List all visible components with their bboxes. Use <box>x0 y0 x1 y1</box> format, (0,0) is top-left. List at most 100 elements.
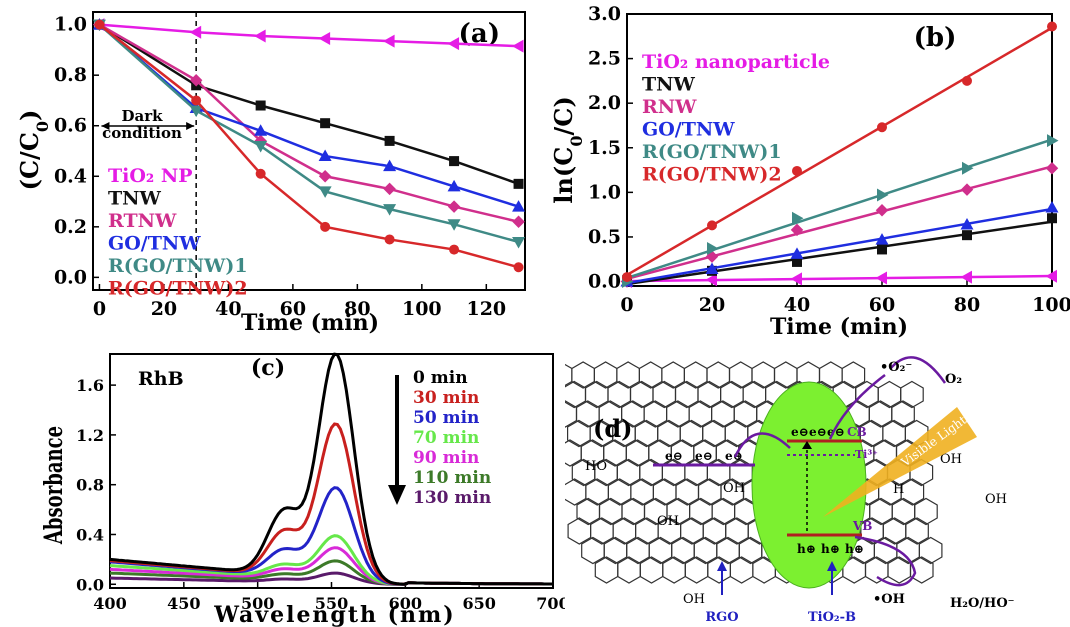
oh-oxidation-arrow <box>854 535 917 587</box>
x-tick-label: 80 <box>954 294 980 316</box>
legend-entry: R(GO/TNW)2 <box>108 278 248 300</box>
data-point <box>254 124 268 136</box>
y-axis-label: ln(C0/C) <box>549 96 586 203</box>
series-R(GO/TNW)2 <box>94 19 524 273</box>
legend-entry: RNW <box>642 96 697 118</box>
series-R(GO/TNW)1 <box>92 19 526 249</box>
hexagon-ring <box>652 380 677 409</box>
data-point <box>960 183 974 196</box>
data-point <box>318 170 332 183</box>
functional-group: OH <box>985 492 1007 507</box>
cb-label: CB <box>847 425 867 439</box>
data-point <box>255 168 266 179</box>
data-point <box>513 262 524 273</box>
cb-electron: e⊖ <box>791 425 809 439</box>
fit-line <box>626 165 1053 281</box>
data-point <box>383 182 396 196</box>
fit-line <box>626 207 1053 285</box>
hexagon-ring <box>684 556 709 584</box>
hexagon-ring <box>702 419 726 448</box>
y-tick-label: 0.0 <box>54 266 87 288</box>
data-point <box>705 273 717 287</box>
annotation-condition: condition <box>102 124 182 142</box>
o2-loop-arrow <box>889 356 947 384</box>
water-label: H₂O/HO⁻ <box>950 596 1015 611</box>
data-point <box>1045 162 1059 175</box>
x-tick-label: 500 <box>241 594 274 613</box>
data-point <box>447 37 460 51</box>
data-point <box>790 247 804 259</box>
hexagon-ring <box>634 517 659 545</box>
x-axis-label: Time (min) <box>770 314 908 340</box>
hexagon-ring <box>688 400 713 428</box>
hexagon-ring <box>773 361 798 389</box>
data-point <box>877 188 889 202</box>
legend-entry: TiO₂ NP <box>108 165 193 187</box>
y-tick-label: 1.0 <box>588 181 621 203</box>
hexagon-ring <box>729 556 754 584</box>
data-point <box>792 165 802 176</box>
series-GO/TNW <box>620 201 1059 287</box>
h-label: H <box>893 482 904 497</box>
rgo-pointer-head <box>717 561 727 571</box>
hexagon-ring <box>566 419 591 448</box>
electron-transfer-arrow <box>733 432 791 458</box>
data-point <box>447 179 461 192</box>
hexagon-ring <box>900 380 924 409</box>
y-tick-label: 1.6 <box>76 376 104 395</box>
x-tick-label: 400 <box>93 594 126 613</box>
hexagon-ring <box>594 556 619 584</box>
fit-line <box>626 138 1053 280</box>
hexagon-ring <box>900 478 925 506</box>
data-point <box>383 34 395 48</box>
hexagon-ring <box>674 380 699 409</box>
data-point <box>707 242 719 256</box>
functional-group: OH <box>723 481 745 496</box>
data-point <box>318 149 332 162</box>
x-tick-label: 60 <box>280 298 306 320</box>
data-point <box>320 118 331 129</box>
x-tick-label: 120 <box>466 298 506 320</box>
x-tick-label: 20 <box>151 298 177 320</box>
y-tick-label: 0.6 <box>54 115 87 137</box>
hexagon-ring <box>891 400 915 428</box>
vb-label: VB <box>852 519 872 533</box>
data-point <box>962 230 972 241</box>
data-point <box>790 272 802 286</box>
functional-group: OH <box>683 592 705 607</box>
x-tick-label: 100 <box>402 298 442 320</box>
x-axis-label: Time (min) <box>241 310 379 336</box>
data-point <box>877 244 887 255</box>
data-point <box>875 203 889 217</box>
hexagon-ring <box>914 497 938 526</box>
data-point <box>1047 213 1057 224</box>
data-point <box>383 204 397 216</box>
data-point <box>94 19 105 30</box>
arrow-head-right <box>186 122 195 130</box>
fit-line <box>626 220 1053 286</box>
hexagon-ring <box>891 497 916 526</box>
y-tick-label: 0.2 <box>54 216 87 238</box>
y-tick-label: 3.0 <box>588 3 621 25</box>
functional-group: OH <box>940 452 962 467</box>
y-tick-label: 0.4 <box>76 525 104 544</box>
panel-a-chart: 0 20 40 60 80 100 120 0.0 0.2 0.4 0.6 0.8 1.0 Time (m… <box>0 0 540 345</box>
series-R(GO/TNW)1 <box>622 134 1059 289</box>
data-point <box>189 105 203 118</box>
data-point <box>622 272 632 283</box>
y-tick-label: 1.0 <box>54 14 87 36</box>
hexagon-ring <box>630 478 655 506</box>
hexagon-ring <box>662 556 686 584</box>
data-point <box>960 217 974 230</box>
legend-entry: TNW <box>642 74 696 96</box>
panel-b-chart: 0 20 40 60 80 100 0.0 0.5 1.0 1.5 2.0 2.5 3.0 Time (m… <box>540 0 1070 345</box>
annotation-dark: Dark <box>121 107 163 125</box>
x-axis-label: Wavelength (nm) <box>213 602 455 627</box>
data-point <box>384 234 395 245</box>
vb-hole: h⊕ <box>797 542 816 556</box>
fit-line <box>626 26 1053 276</box>
data-point <box>705 262 719 275</box>
data-point <box>1047 134 1059 148</box>
x-tick-label: 0 <box>620 294 633 316</box>
hexagon-ring <box>616 458 641 487</box>
